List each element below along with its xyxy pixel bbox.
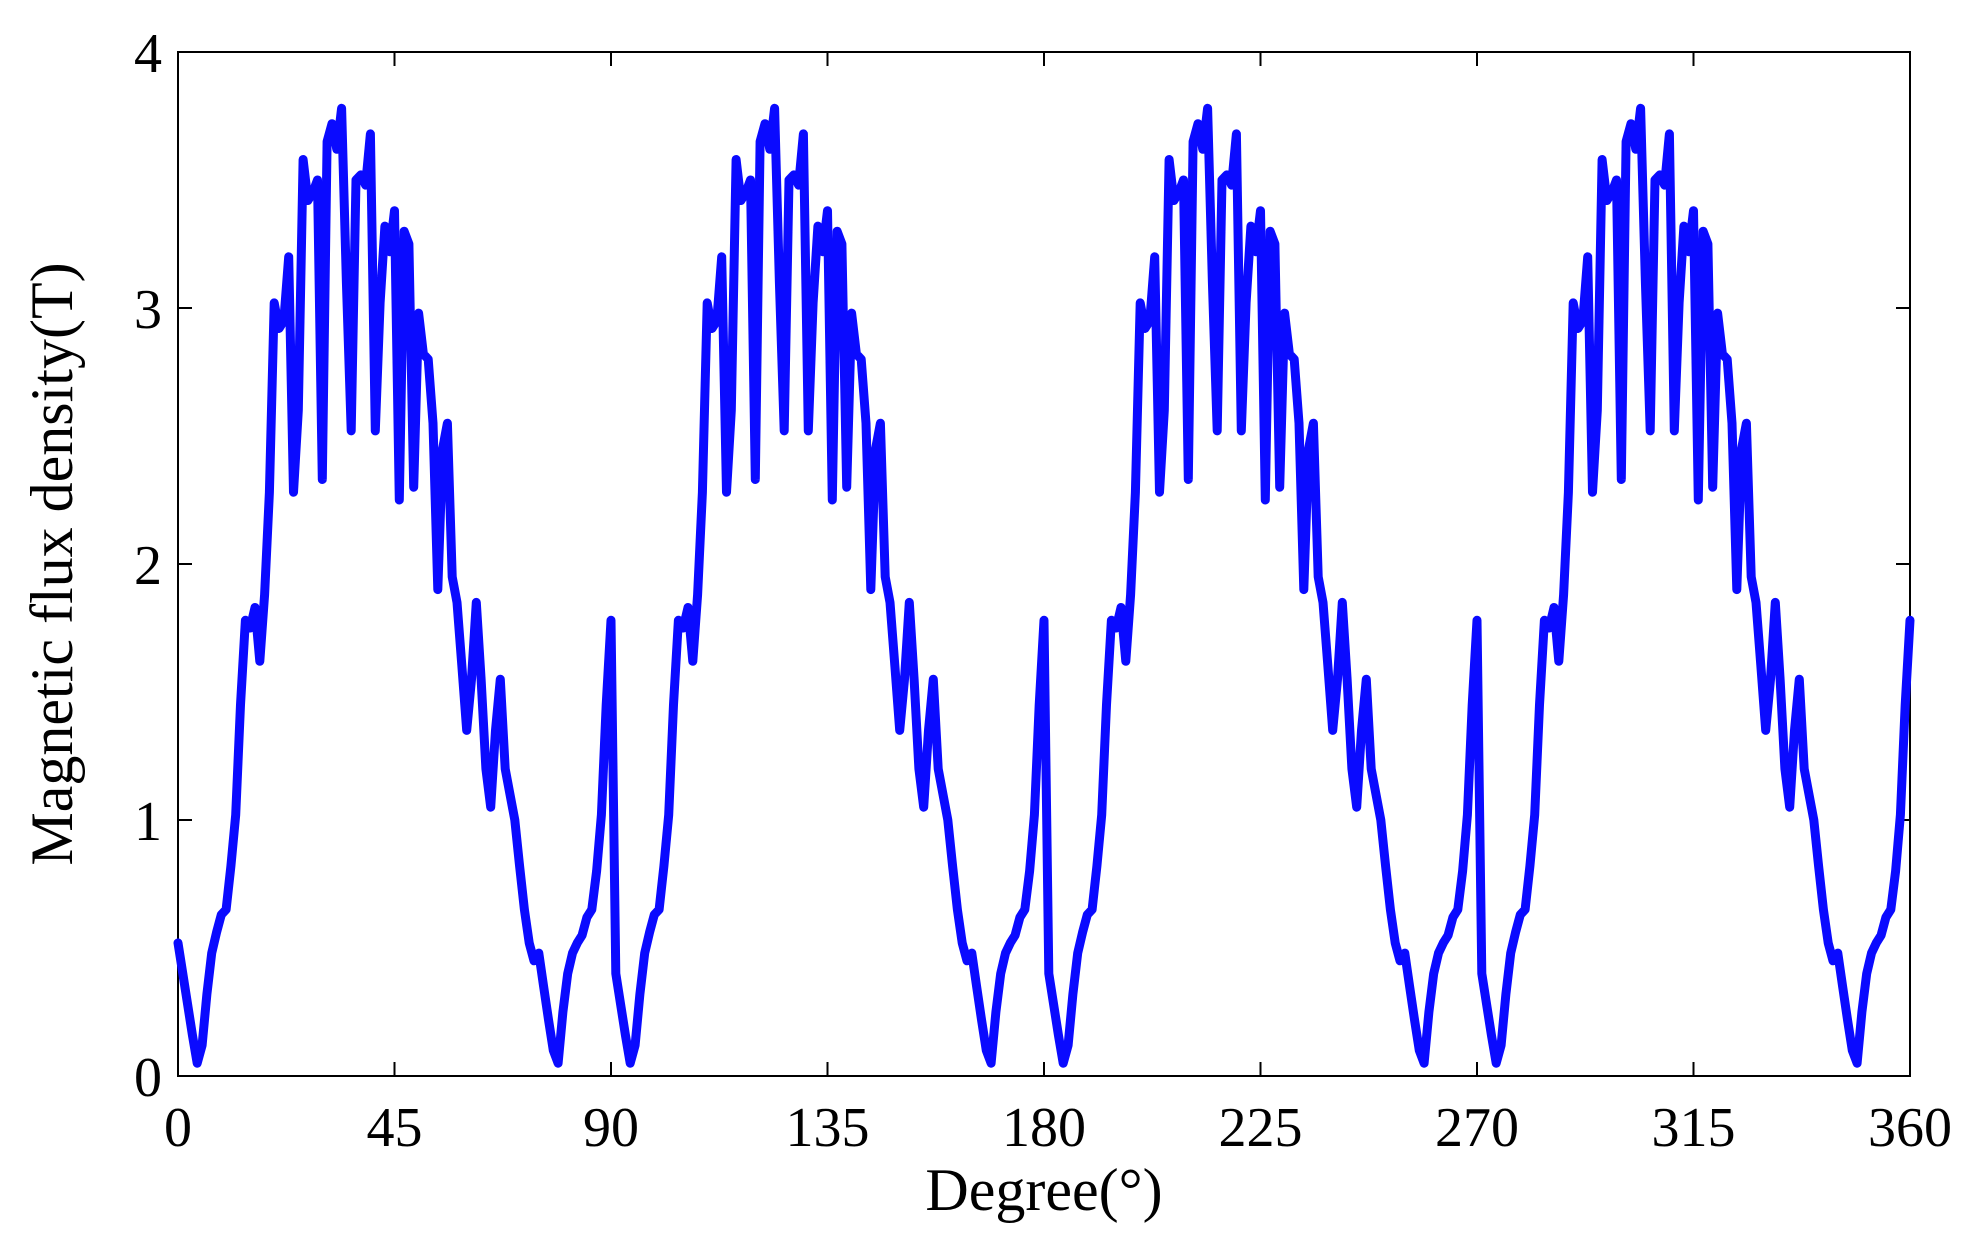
x-tick-label: 90 bbox=[583, 1097, 639, 1159]
x-tick-label: 225 bbox=[1219, 1097, 1303, 1159]
y-tick-label: 3 bbox=[134, 279, 162, 341]
y-tick-label: 4 bbox=[134, 23, 162, 85]
series-line bbox=[173, 103, 1915, 1068]
x-tick-label: 180 bbox=[1002, 1097, 1086, 1159]
x-tick-label: 45 bbox=[367, 1097, 423, 1159]
y-tick-label: 0 bbox=[134, 1047, 162, 1109]
y-tick-label: 2 bbox=[134, 535, 162, 597]
y-axis-title: Magnetic flux density(T) bbox=[19, 262, 85, 865]
x-tick-label: 270 bbox=[1435, 1097, 1519, 1159]
y-tick-label: 1 bbox=[134, 791, 162, 853]
x-tick-label: 0 bbox=[164, 1097, 192, 1159]
x-tick-label: 360 bbox=[1868, 1097, 1952, 1159]
tick-labels: 0 45 90 135 180 225 270 315 360 0 1 2 3 4 bbox=[134, 23, 1952, 1159]
x-tick-label: 135 bbox=[786, 1097, 870, 1159]
x-axis-title: Degree(°) bbox=[925, 1157, 1162, 1223]
x-tick-label: 315 bbox=[1652, 1097, 1736, 1159]
